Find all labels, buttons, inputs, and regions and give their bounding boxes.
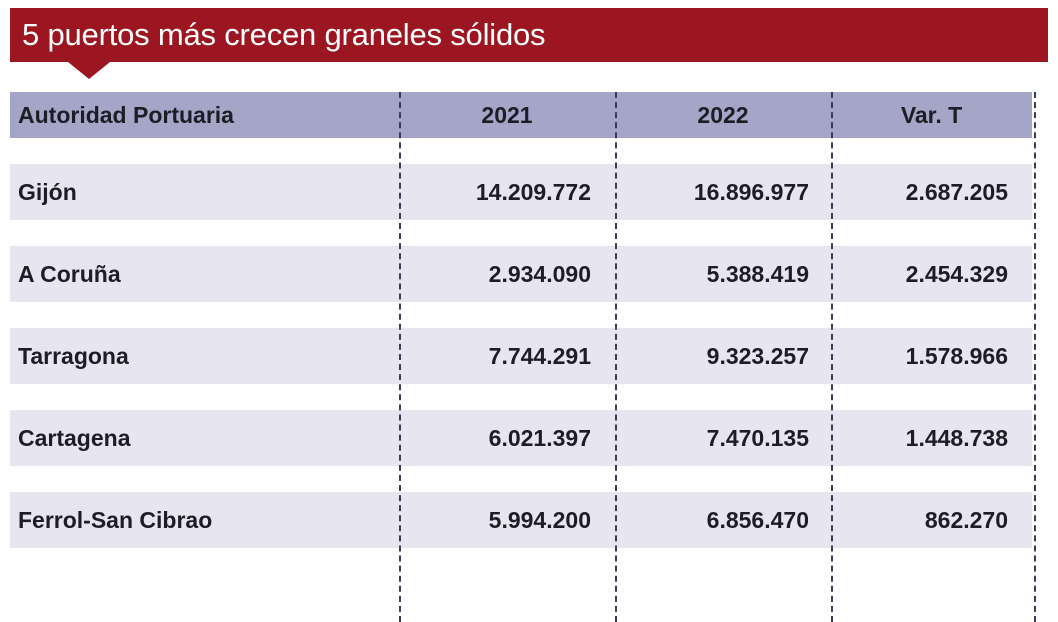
cell-y2022: 5.388.419 [706,260,809,287]
cell-var: 862.270 [924,506,1008,533]
cell-name: Tarragona [18,342,129,369]
column-separator-1 [399,92,401,622]
row-spacer [10,138,1032,164]
cell-y2021: 2.934.090 [488,260,591,287]
column-separator-3 [831,92,833,622]
cell-name: Ferrol-San Cibrao [18,506,213,533]
cell-name: Cartagena [18,424,131,451]
data-table: Autoridad Portuaria 2021 2022 Var. T Gijón 14… [10,92,1032,548]
table-row: Cartagena 6.021.397 7.470.135 1.448.738 [10,410,1032,466]
cell-var: 1.578.966 [905,342,1008,369]
cell-y2022: 7.470.135 [706,424,809,451]
cell-var: 2.454.329 [905,260,1008,287]
table-row: Gijón 14.209.772 16.896.977 2.687.205 [10,164,1032,220]
row-spacer [10,220,1032,246]
cell-var: 2.687.205 [905,178,1008,205]
page-title: 5 puertos más crecen graneles sólidos [22,17,546,52]
column-header-name: Autoridad Portuaria [18,101,234,128]
table-row: A Coruña 2.934.090 5.388.419 2.454.329 [10,246,1032,302]
banner-notch-triangle [68,62,110,79]
cell-y2022: 9.323.257 [706,342,809,369]
table-header-row: Autoridad Portuaria 2021 2022 Var. T [10,92,1032,138]
cell-name: Gijón [18,178,77,205]
column-header-y2022: 2022 [697,101,749,128]
row-spacer [10,302,1032,328]
cell-var: 1.448.738 [905,424,1008,451]
cell-y2021: 6.021.397 [488,424,591,451]
cell-y2022: 16.896.977 [693,178,809,205]
row-spacer [10,384,1032,410]
column-separator-4 [1034,92,1036,622]
table-row: Ferrol-San Cibrao 5.994.200 6.856.470 862.2… [10,492,1032,548]
cell-y2021: 14.209.772 [475,178,591,205]
table-row: Tarragona 7.744.291 9.323.257 1.578.966 [10,328,1032,384]
cell-name: A Coruña [18,260,121,287]
cell-y2022: 6.856.470 [706,506,809,533]
cell-y2021: 5.994.200 [488,506,591,533]
column-header-var: Var. T [900,101,963,128]
cell-y2021: 7.744.291 [488,342,591,369]
title-banner: 5 puertos más crecen graneles sólidos [10,8,1048,62]
row-spacer [10,466,1032,492]
column-header-y2021: 2021 [481,101,533,128]
column-separator-2 [615,92,617,622]
